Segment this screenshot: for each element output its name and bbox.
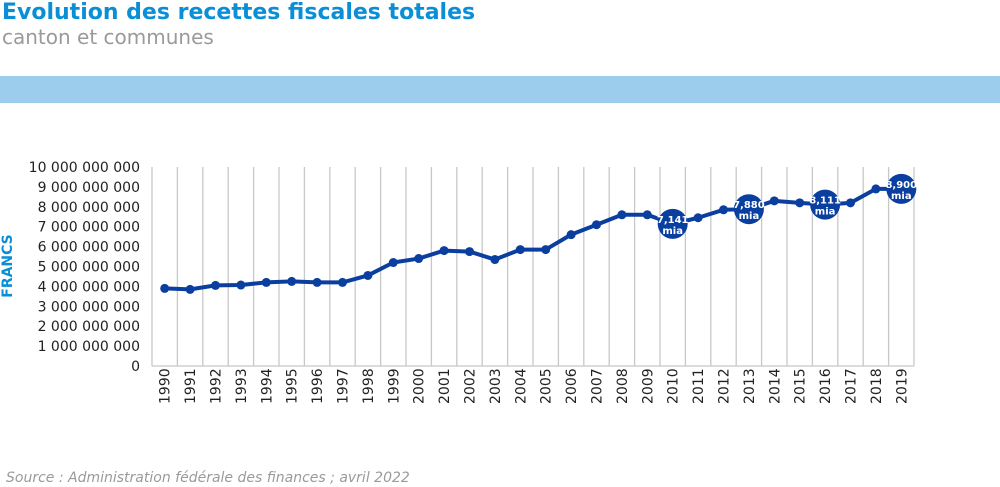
data-point: [439, 246, 449, 256]
x-tick-label: 2017: [844, 368, 860, 404]
data-point: [185, 284, 195, 294]
y-tick-label: 4 000 000 000: [38, 279, 140, 295]
data-point: [693, 213, 703, 223]
data-point: [541, 245, 551, 255]
x-tick-label: 2013: [742, 368, 758, 404]
x-tick-label: 2002: [463, 368, 479, 404]
data-point: [566, 230, 576, 240]
y-tick-label: 9 000 000 000: [38, 180, 140, 196]
y-tick-label: 2 000 000 000: [38, 319, 140, 335]
data-point: [846, 198, 855, 208]
annotation-value: 7,880: [733, 200, 765, 211]
annotation-unit: mia: [662, 226, 683, 237]
x-tick-label: 2007: [590, 368, 606, 404]
x-tick-label: 1994: [259, 368, 275, 404]
y-tick-label: 7 000 000 000: [38, 220, 140, 236]
data-point: [515, 245, 525, 255]
x-tick-label: 2000: [412, 368, 428, 404]
chart-subtitle: canton et communes: [2, 25, 214, 49]
x-tick-label: 1997: [336, 368, 352, 404]
data-point: [414, 254, 424, 264]
y-tick-label: 3 000 000 000: [38, 299, 140, 315]
x-tick-label: 2014: [767, 368, 783, 404]
x-tick-label: 2009: [640, 368, 656, 404]
data-point: [388, 258, 398, 268]
x-tick-label: 1995: [285, 368, 301, 404]
x-tick-label: 1993: [234, 368, 250, 404]
x-tick-label: 2012: [717, 368, 733, 404]
annotation-unit: mia: [815, 207, 836, 218]
data-point: [312, 277, 322, 287]
x-tick-label: 2006: [564, 368, 580, 404]
annotation-bubble: [886, 173, 917, 204]
annotation-bubble: [733, 194, 764, 225]
data-point: [338, 277, 347, 287]
y-tick-label: 8 000 000 000: [38, 200, 140, 216]
annotation-unit: mia: [891, 191, 912, 202]
header-band: [0, 76, 1000, 103]
annotation-bubble: [810, 189, 841, 220]
annotation-unit: mia: [739, 211, 760, 222]
data-point: [363, 270, 373, 280]
chart-title: Evolution des recettes fiscales totales: [2, 0, 476, 25]
data-point: [642, 210, 652, 220]
y-tick-label: 5 000 000 000: [38, 260, 140, 276]
data-point: [211, 280, 220, 290]
annotation-bubble: [657, 208, 688, 239]
data-point: [795, 198, 805, 208]
data-point: [490, 255, 500, 265]
y-tick-label: 1 000 000 000: [38, 339, 140, 355]
x-tick-label: 1991: [183, 368, 199, 404]
annotation-value: 8,900: [885, 180, 917, 191]
data-point: [617, 210, 627, 220]
data-point: [465, 247, 474, 257]
data-point: [871, 184, 881, 194]
x-tick-label: 1998: [361, 368, 377, 404]
data-point: [287, 276, 297, 286]
x-tick-label: 2019: [894, 368, 910, 404]
data-point: [236, 280, 246, 290]
x-tick-label: 2018: [869, 368, 885, 404]
x-tick-label: 2001: [437, 368, 453, 404]
x-tick-label: 2005: [539, 368, 555, 404]
x-tick-label: 1990: [158, 368, 174, 404]
x-tick-label: 2004: [513, 368, 529, 404]
source-note: Source : Administration fédérale des fin…: [6, 470, 410, 486]
data-point: [592, 220, 601, 230]
x-tick-label: 2010: [666, 368, 682, 404]
data-point: [719, 205, 728, 215]
x-tick-label: 1996: [310, 368, 326, 404]
y-tick-label: 10 000 000 000: [29, 160, 140, 176]
data-point: [160, 283, 170, 293]
x-tick-label: 1992: [209, 368, 225, 404]
y-tick-label: 6 000 000 000: [38, 240, 140, 256]
x-tick-label: 2015: [793, 368, 809, 404]
x-tick-label: 2016: [818, 368, 834, 404]
x-tick-label: 2003: [488, 368, 504, 404]
data-point: [769, 196, 779, 206]
annotation-value: 8,111: [809, 196, 841, 207]
y-tick-label: 0: [131, 359, 140, 375]
x-tick-label: 2011: [691, 368, 707, 404]
y-axis-label: FRANCS: [0, 234, 16, 298]
x-tick-label: 1999: [386, 368, 402, 404]
x-tick-label: 2008: [615, 368, 631, 404]
data-point: [261, 277, 271, 287]
annotation-value: 7,141: [657, 215, 689, 226]
